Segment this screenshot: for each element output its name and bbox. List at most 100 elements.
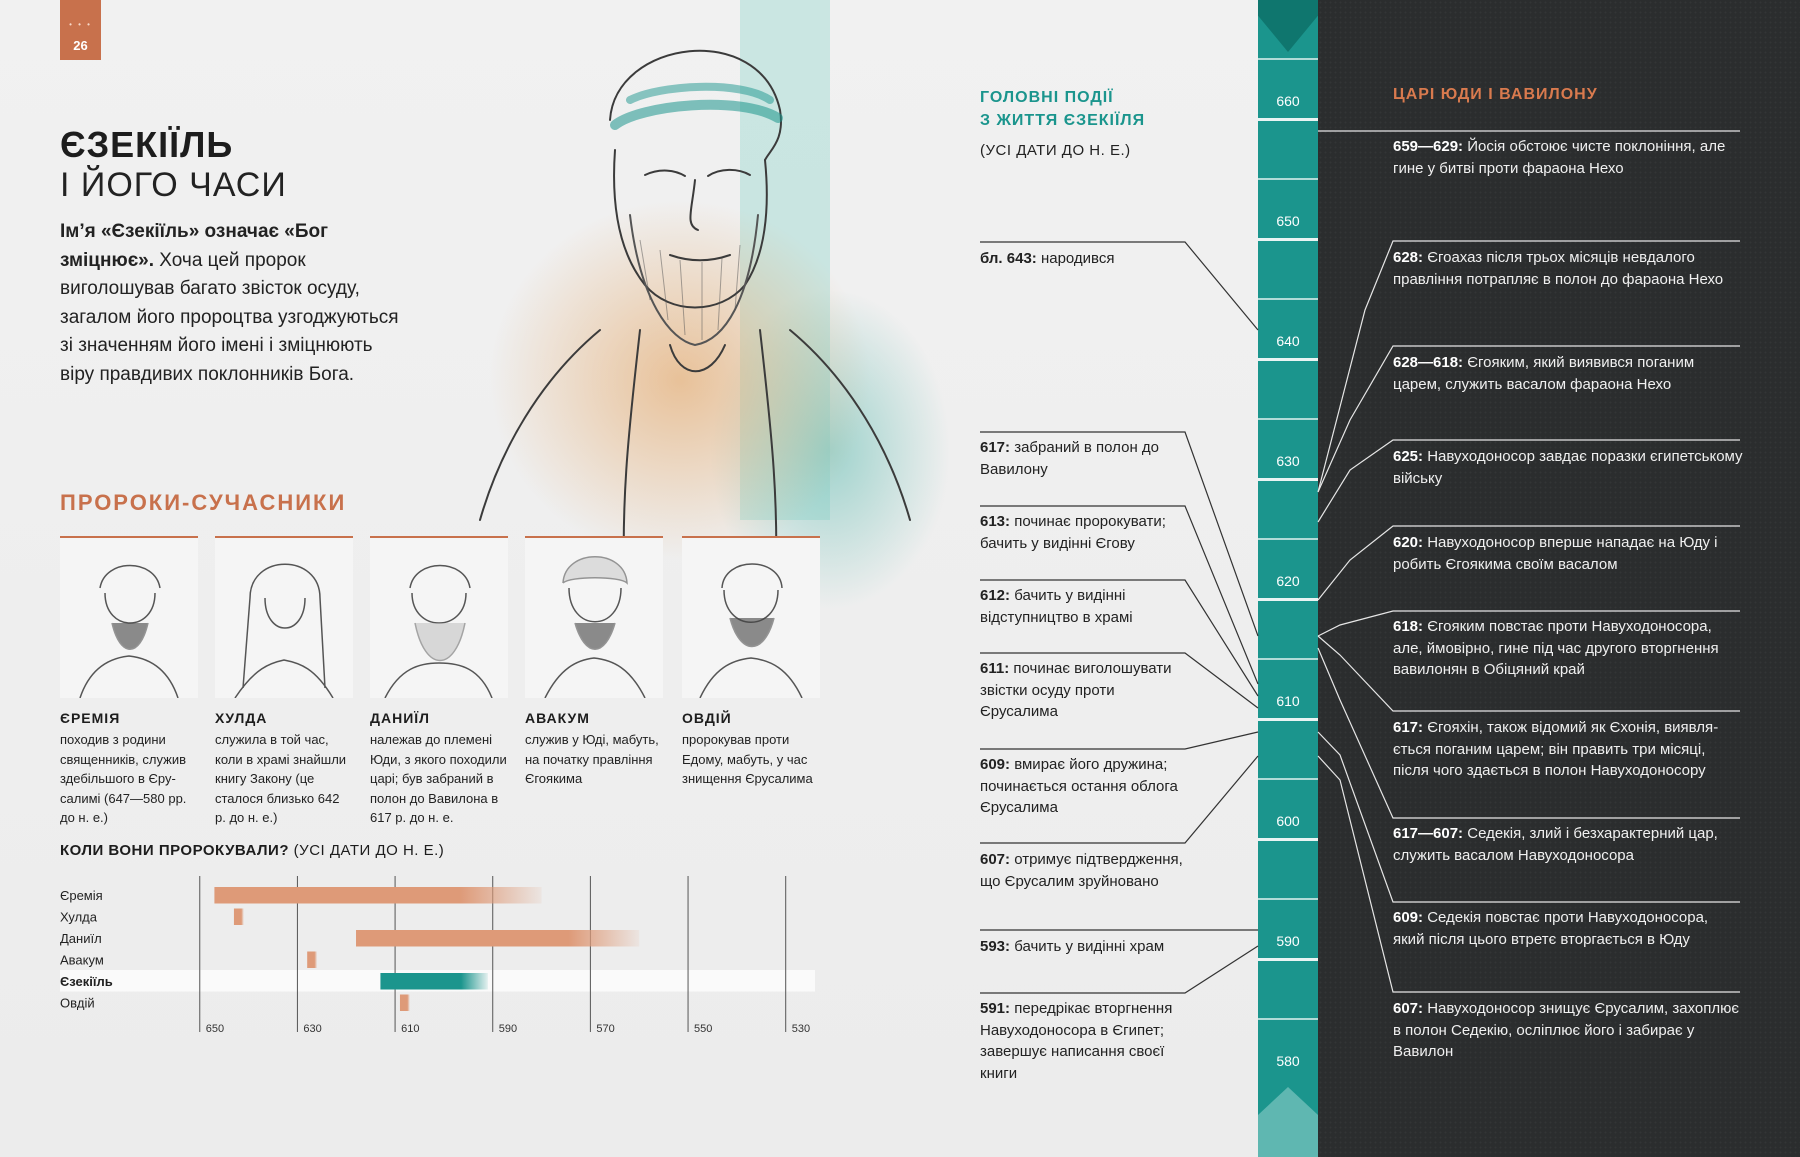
prophet-card: ЄРЕМІЯ походив з родини священників, слу… xyxy=(60,536,198,828)
card-divider xyxy=(682,536,820,538)
ruler-major-line xyxy=(1258,358,1318,361)
ruler-major-line xyxy=(1258,598,1318,601)
chart-tick-label: 550 xyxy=(694,1023,712,1035)
ezekiel-portrait-illustration xyxy=(479,0,950,610)
ruler-major-line xyxy=(1258,118,1318,121)
ruler-label: 600 xyxy=(1276,813,1300,829)
prophet-name: ОВДІЙ xyxy=(682,710,732,726)
chart-bar xyxy=(380,973,488,990)
prophet-desc: походив з родини священників, служив зде… xyxy=(60,732,187,825)
chart-row-label: Єремія xyxy=(60,888,103,903)
prophet-card: ХУЛДА служила в той час, коли в храмі зн… xyxy=(215,536,353,828)
chart-row-label: Даниїл xyxy=(60,931,102,946)
prophet-desc: служила в той час, коли в храмі знайшли … xyxy=(215,732,347,825)
ruler-label: 610 xyxy=(1276,693,1300,709)
chart-row-label: Овдій xyxy=(60,995,95,1010)
king-item: 609: Седекія повстає проти Навуходоносор… xyxy=(1393,909,1709,948)
chart-bar xyxy=(307,951,317,968)
king-item: 617: Єгояхін, також відомий як Єхонія, в… xyxy=(1393,719,1719,779)
chart-tick-label: 610 xyxy=(401,1023,419,1035)
card-divider xyxy=(60,536,198,538)
prophet-name: ХУЛДА xyxy=(215,710,268,726)
ruler-minor-line xyxy=(1258,778,1318,780)
intro-text: Хоча цей пророк виголошував багато звіст… xyxy=(60,249,399,385)
chart-tick-label: 630 xyxy=(303,1023,321,1035)
event-item: бл. 643: народився xyxy=(980,250,1115,267)
chart-bar xyxy=(233,908,244,925)
ruler-label: 640 xyxy=(1276,333,1300,349)
king-item: 628—618: Єгояким, який виявився поганим … xyxy=(1393,354,1695,393)
prophet-name: ЄРЕМІЯ xyxy=(60,710,121,726)
king-item: 625: Навуходоносор завдає поразки єгипет… xyxy=(1393,448,1743,487)
chart-tick-label: 590 xyxy=(499,1023,517,1035)
events-title: ГОЛОВНІ ПОДІЇ З ЖИТТЯ ЄЗЕКІЇЛЯ xyxy=(980,89,1146,129)
prophet-card: АВАКУМ служив у Юді, мабуть, на початку … xyxy=(525,536,663,789)
events-subtitle: (УСІ ДАТИ ДО Н. Е.) xyxy=(980,142,1131,159)
chart-bar xyxy=(214,887,542,904)
king-item: 659—629: Йосія обстоює чисте поклоніння,… xyxy=(1393,138,1726,177)
page-tab-icon: • • • xyxy=(69,20,92,29)
chart-row-label: Хулда xyxy=(60,909,98,924)
ruler-bottom-chevron xyxy=(1258,1087,1318,1157)
event-item: 611: починає виголошувати звістки осуду … xyxy=(980,660,1172,720)
ruler-minor-line xyxy=(1258,58,1318,60)
intro-bold: Ім’я «Єзекіїль» означає «Бог зміцнює». xyxy=(60,221,329,271)
prophet-name: АВАКУМ xyxy=(525,710,590,726)
ruler-major-line xyxy=(1258,478,1318,481)
prophet-portrait xyxy=(215,538,353,699)
event-item: 609: вмирає його дружина; починається ос… xyxy=(980,756,1178,816)
ruler-label: 590 xyxy=(1276,933,1300,949)
ruler-label: 630 xyxy=(1276,453,1300,469)
chart-row-label: Єзекіїль xyxy=(60,974,113,989)
prophet-card: ДАНИЇЛ належав до племені Юди, з якого п… xyxy=(370,536,508,828)
prophet-desc: належав до племені Юди, з якого походи­л… xyxy=(370,732,507,825)
prophet-desc: служив у Юді, мабуть, на початку правлін… xyxy=(525,732,659,786)
chart-tick-label: 650 xyxy=(206,1023,224,1035)
prophet-portrait xyxy=(682,538,820,699)
ruler-minor-line xyxy=(1258,298,1318,300)
ruler-minor-line xyxy=(1258,418,1318,420)
king-item: 618: Єгояким повстає проти Навуходоносор… xyxy=(1393,618,1719,678)
king-item: 628: Єгоахаз після трьох місяців невдало… xyxy=(1393,249,1724,288)
ruler-major-line xyxy=(1258,718,1318,721)
ruler-label: 660 xyxy=(1276,93,1300,109)
card-divider xyxy=(525,536,663,538)
title-light: І ЙОГО ЧАСИ xyxy=(60,166,287,204)
ruler-minor-line xyxy=(1258,538,1318,540)
year-ruler: 660 650 640 630 620 610 600 590 580 xyxy=(1258,0,1318,1157)
chart-row-label: Авакум xyxy=(60,952,104,967)
page-number-tab: • • • 26 xyxy=(60,0,101,60)
king-item: 620: Навуходоносор вперше нападає на Юду… xyxy=(1393,534,1718,573)
title-bold: ЄЗЕКІЇЛЬ xyxy=(60,124,234,165)
prophet-portrait xyxy=(370,538,508,699)
event-item: 613: починає пророкувати; бачить у видін… xyxy=(980,513,1166,552)
intro-paragraph: Ім’я «Єзекіїль» означає «Бог зміцнює». Х… xyxy=(60,218,400,389)
kings-title: ЦАРІ ЮДИ І ВАВИЛОНУ xyxy=(1393,86,1598,103)
prophet-name: ДАНИЇЛ xyxy=(370,710,430,726)
ruler-top-chevron xyxy=(1258,0,1318,52)
chart-tick-label: 570 xyxy=(596,1023,614,1035)
ruler-label: 620 xyxy=(1276,573,1300,589)
timeline-chart-title: КОЛИ ВОНИ ПРОРОКУВАЛИ? (УСІ ДАТИ ДО Н. Е… xyxy=(60,842,445,859)
card-divider xyxy=(370,536,508,538)
event-item: 591: передрікає вторгнення Навуходоносор… xyxy=(980,1000,1173,1082)
ruler-minor-line xyxy=(1258,178,1318,180)
ruler-minor-line xyxy=(1258,1018,1318,1020)
prophet-portrait xyxy=(525,538,663,699)
chart-bar xyxy=(399,994,410,1011)
section-prophets-title: ПРОРОКИ-СУЧАСНИКИ xyxy=(60,490,347,515)
chart-tick-label: 530 xyxy=(792,1023,810,1035)
prophet-desc: пророкував проти Едому, мабуть, у час зн… xyxy=(682,732,813,786)
event-item: 617: забраний в полон до Вавилону xyxy=(980,439,1159,478)
ruler-label: 650 xyxy=(1276,213,1300,229)
king-item: 617—607: Седекія, злий і безхарактерний … xyxy=(1393,825,1718,864)
ruler-label: 580 xyxy=(1276,1053,1300,1069)
prophet-portrait xyxy=(60,538,198,699)
prophets-timeline-chart: 650 630 610 590 570 550 530 Єремія Хулда Даниїл Ав… xyxy=(60,876,815,1035)
event-item: 593: бачить у видінні храм xyxy=(980,938,1165,955)
ruler-major-line xyxy=(1258,958,1318,961)
prophet-card: ОВДІЙ пророкував проти Едому, мабуть, у … xyxy=(682,536,820,789)
event-item: 612: бачить у видінні відступництво в хр… xyxy=(980,587,1133,626)
king-item: 607: Навуходоносор знищує Єрусалим, захо… xyxy=(1393,1000,1740,1060)
ruler-major-line xyxy=(1258,838,1318,841)
